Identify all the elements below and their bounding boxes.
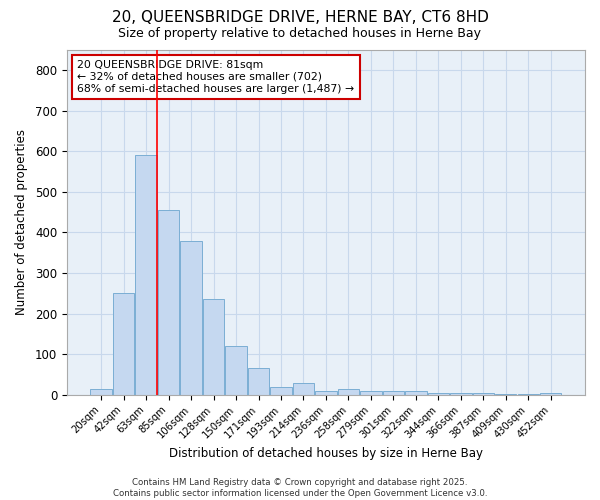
Bar (383, 390, 404, 394)
Bar (315, 390, 337, 394)
Bar (203, 300, 224, 394)
Y-axis label: Number of detached properties: Number of detached properties (15, 130, 28, 316)
Bar (226, 346, 247, 395)
X-axis label: Distribution of detached houses by size in Herne Bay: Distribution of detached houses by size … (169, 447, 483, 460)
Bar (338, 388, 359, 394)
Text: Size of property relative to detached houses in Herne Bay: Size of property relative to detached ho… (119, 28, 482, 40)
Text: Contains HM Land Registry data © Crown copyright and database right 2025.
Contai: Contains HM Land Registry data © Crown c… (113, 478, 487, 498)
Bar (181, 242, 202, 394)
Bar (113, 294, 134, 394)
Bar (405, 392, 427, 394)
Text: 20 QUEENSBRIDGE DRIVE: 81sqm
← 32% of detached houses are smaller (702)
68% of s: 20 QUEENSBRIDGE DRIVE: 81sqm ← 32% of de… (77, 60, 355, 94)
Bar (293, 382, 314, 394)
Bar (91, 388, 112, 394)
Bar (540, 392, 562, 394)
Bar (248, 368, 269, 394)
Bar (158, 210, 179, 394)
Bar (136, 156, 157, 394)
Bar (360, 390, 382, 394)
Text: 20, QUEENSBRIDGE DRIVE, HERNE BAY, CT6 8HD: 20, QUEENSBRIDGE DRIVE, HERNE BAY, CT6 8… (112, 10, 488, 25)
Bar (271, 386, 292, 394)
